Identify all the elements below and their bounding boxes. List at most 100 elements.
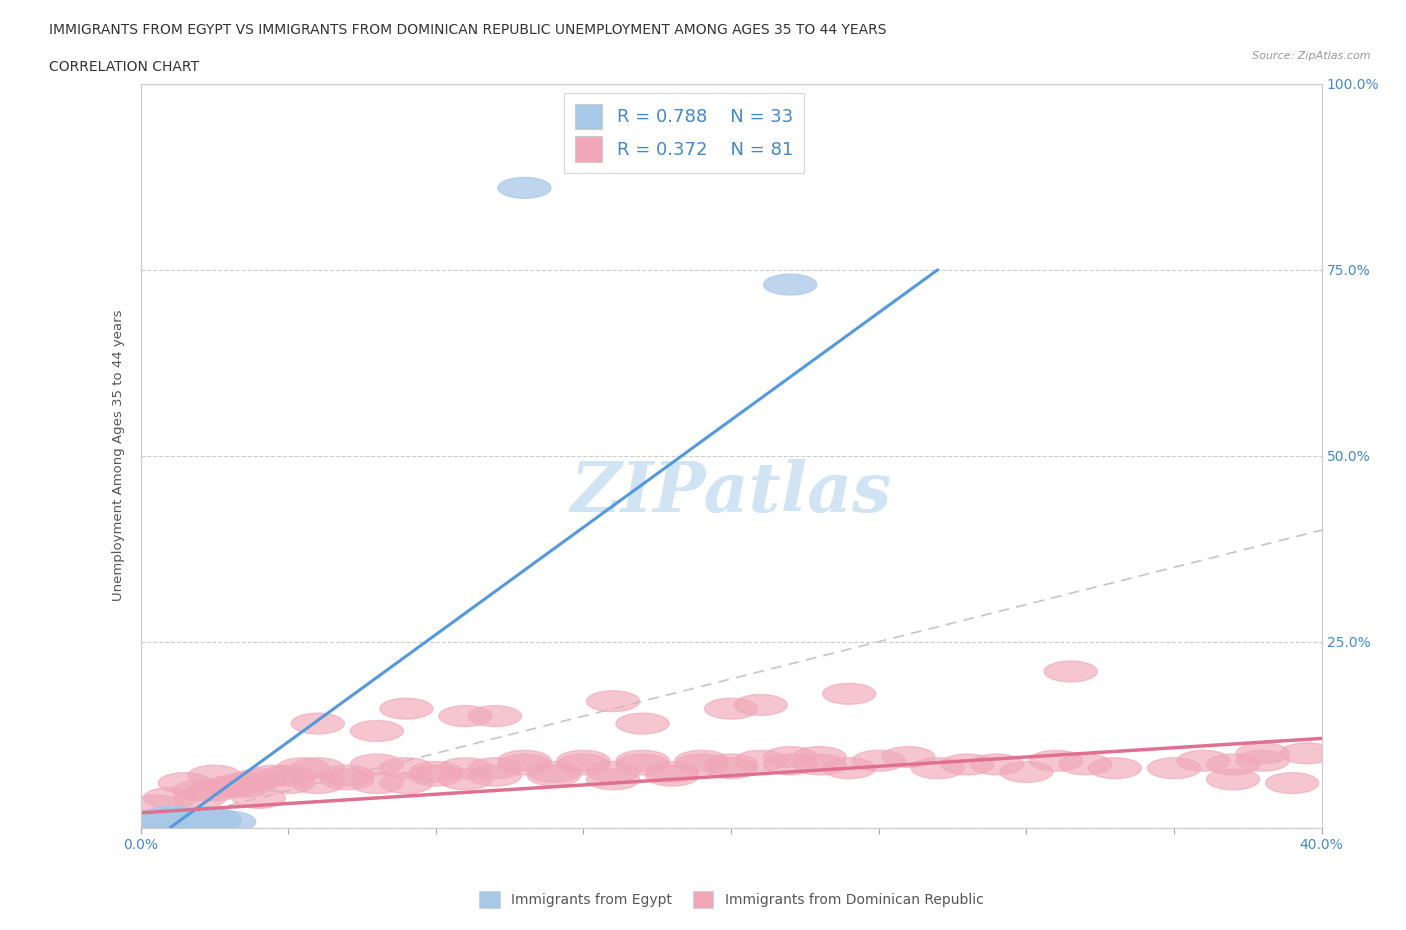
Ellipse shape (167, 811, 221, 832)
Ellipse shape (586, 762, 640, 782)
Ellipse shape (557, 754, 610, 775)
Ellipse shape (498, 754, 551, 775)
Ellipse shape (179, 807, 232, 828)
Ellipse shape (439, 758, 492, 778)
Ellipse shape (704, 698, 758, 719)
Ellipse shape (882, 747, 935, 767)
Ellipse shape (138, 814, 191, 834)
Ellipse shape (232, 769, 285, 790)
Ellipse shape (409, 762, 463, 782)
Ellipse shape (1177, 751, 1230, 771)
Ellipse shape (138, 814, 191, 834)
Ellipse shape (159, 810, 211, 830)
Ellipse shape (202, 777, 256, 797)
Ellipse shape (173, 780, 226, 801)
Ellipse shape (173, 810, 226, 830)
Ellipse shape (527, 765, 581, 786)
Ellipse shape (138, 815, 191, 836)
Ellipse shape (1206, 769, 1260, 790)
Ellipse shape (143, 806, 197, 827)
Ellipse shape (143, 788, 197, 808)
Ellipse shape (321, 769, 374, 790)
Ellipse shape (173, 788, 226, 808)
Ellipse shape (498, 751, 551, 771)
Ellipse shape (350, 773, 404, 793)
Ellipse shape (704, 758, 758, 778)
Ellipse shape (734, 751, 787, 771)
Ellipse shape (167, 813, 221, 833)
Ellipse shape (911, 758, 965, 778)
Y-axis label: Unemployment Among Ages 35 to 44 years: Unemployment Among Ages 35 to 44 years (111, 310, 125, 602)
Ellipse shape (262, 773, 315, 793)
Ellipse shape (1029, 751, 1083, 771)
Ellipse shape (159, 808, 211, 830)
Text: Source: ZipAtlas.com: Source: ZipAtlas.com (1253, 51, 1371, 61)
Ellipse shape (793, 754, 846, 775)
Ellipse shape (616, 751, 669, 771)
Ellipse shape (202, 777, 256, 797)
Ellipse shape (232, 788, 285, 808)
Ellipse shape (645, 765, 699, 786)
Ellipse shape (179, 814, 232, 834)
Ellipse shape (291, 773, 344, 793)
Ellipse shape (1000, 762, 1053, 782)
Ellipse shape (941, 754, 994, 775)
Text: CORRELATION CHART: CORRELATION CHART (49, 60, 200, 74)
Ellipse shape (439, 706, 492, 726)
Ellipse shape (188, 808, 240, 830)
Ellipse shape (350, 721, 404, 741)
Ellipse shape (468, 758, 522, 778)
Ellipse shape (704, 754, 758, 775)
Ellipse shape (159, 814, 211, 834)
Ellipse shape (1281, 743, 1333, 764)
Ellipse shape (159, 773, 211, 793)
Ellipse shape (763, 747, 817, 767)
Ellipse shape (138, 815, 191, 835)
Ellipse shape (380, 698, 433, 719)
Ellipse shape (380, 773, 433, 793)
Ellipse shape (675, 751, 728, 771)
Ellipse shape (149, 813, 202, 833)
Ellipse shape (159, 811, 211, 832)
Ellipse shape (1265, 773, 1319, 793)
Ellipse shape (1236, 743, 1289, 764)
Ellipse shape (159, 811, 211, 832)
Legend: R = 0.788    N = 33, R = 0.372    N = 81: R = 0.788 N = 33, R = 0.372 N = 81 (564, 93, 804, 173)
Ellipse shape (498, 178, 551, 198)
Ellipse shape (149, 811, 202, 832)
Ellipse shape (409, 765, 463, 786)
Text: ZIPatlas: ZIPatlas (571, 459, 891, 526)
Ellipse shape (291, 758, 344, 778)
Ellipse shape (138, 815, 191, 836)
Ellipse shape (616, 754, 669, 775)
Ellipse shape (763, 754, 817, 775)
Ellipse shape (586, 769, 640, 790)
Ellipse shape (734, 695, 787, 715)
Ellipse shape (380, 758, 433, 778)
Ellipse shape (675, 754, 728, 775)
Ellipse shape (188, 780, 240, 801)
Ellipse shape (616, 713, 669, 734)
Ellipse shape (167, 811, 221, 832)
Ellipse shape (138, 808, 191, 830)
Ellipse shape (439, 769, 492, 790)
Ellipse shape (852, 751, 905, 771)
Ellipse shape (468, 765, 522, 786)
Ellipse shape (1088, 758, 1142, 778)
Ellipse shape (321, 765, 374, 786)
Ellipse shape (149, 806, 202, 827)
Ellipse shape (557, 751, 610, 771)
Ellipse shape (970, 754, 1024, 775)
Ellipse shape (1147, 758, 1201, 778)
Ellipse shape (468, 706, 522, 726)
Ellipse shape (1045, 661, 1097, 682)
Ellipse shape (143, 813, 197, 833)
Ellipse shape (1206, 754, 1260, 775)
Ellipse shape (277, 758, 329, 778)
Ellipse shape (527, 762, 581, 782)
Ellipse shape (218, 773, 270, 793)
Legend: Immigrants from Egypt, Immigrants from Dominican Republic: Immigrants from Egypt, Immigrants from D… (474, 885, 988, 914)
Ellipse shape (188, 765, 240, 786)
Ellipse shape (350, 754, 404, 775)
Ellipse shape (188, 810, 240, 830)
